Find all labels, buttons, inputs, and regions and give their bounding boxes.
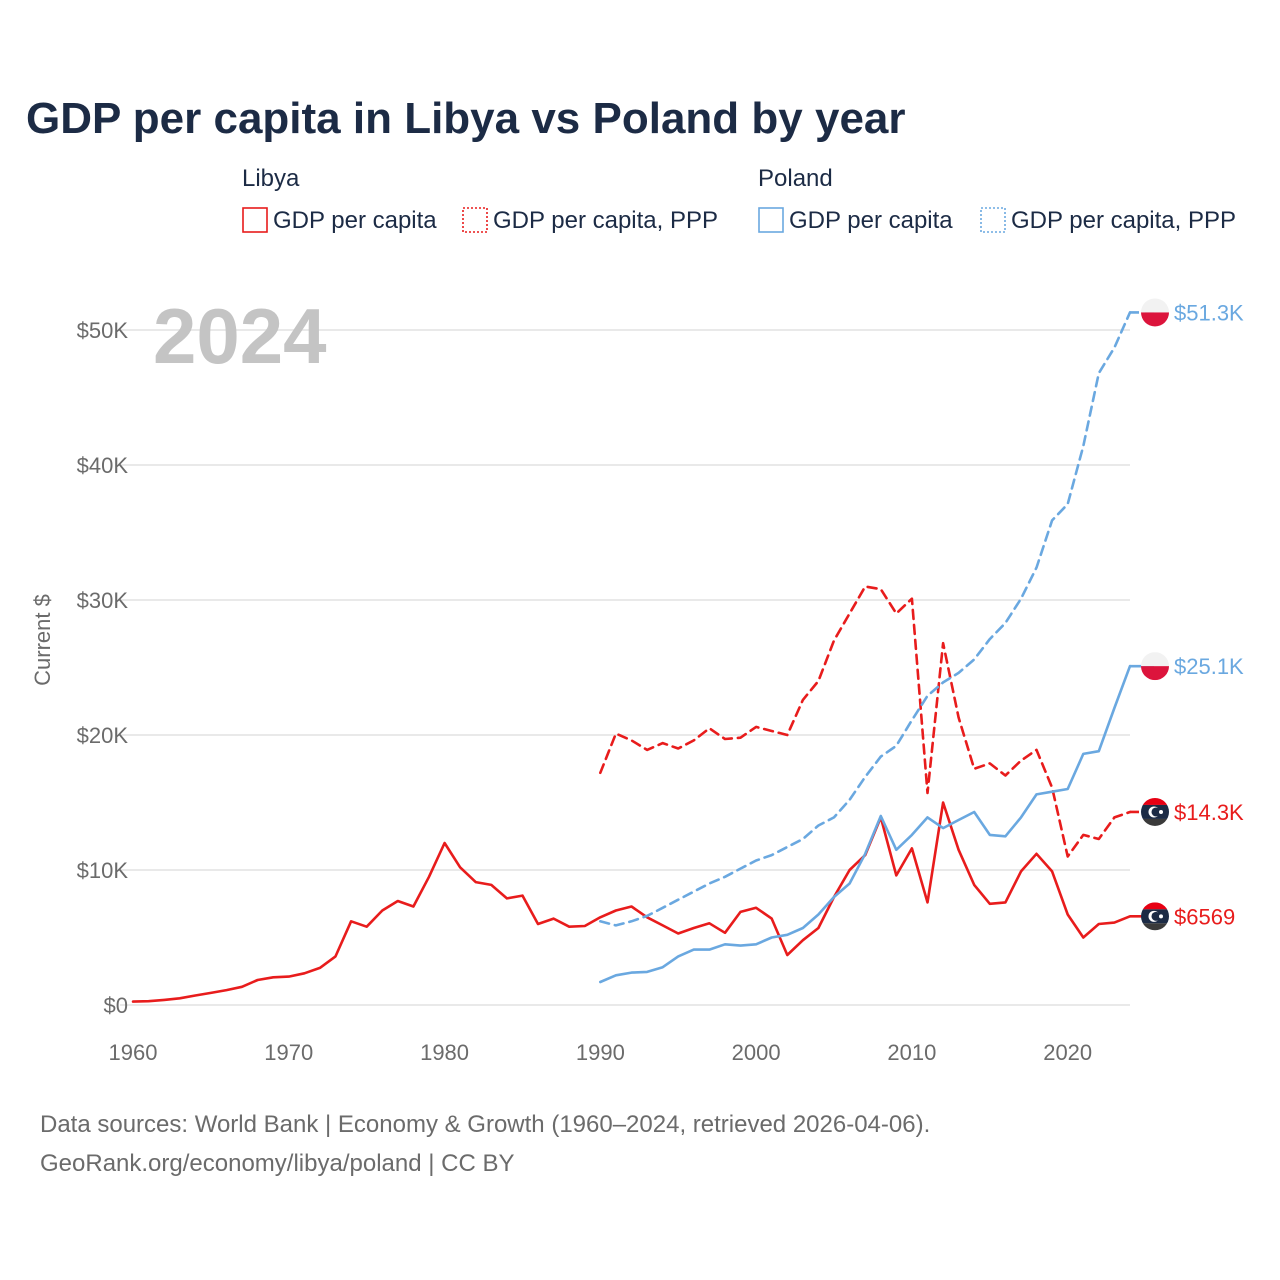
legend-swatch	[242, 207, 268, 233]
legend-item-label: GDP per capita, PPP	[1011, 207, 1236, 234]
poland-flag-icon	[1141, 652, 1169, 681]
x-tick-label: 1980	[420, 1040, 469, 1065]
libya-flag-icon	[1141, 797, 1169, 826]
legend-swatch	[462, 207, 488, 233]
footer-sources: Data sources: World Bank | Economy & Gro…	[40, 1111, 930, 1138]
series-end-label: $6569	[1174, 904, 1235, 929]
legend-swatch	[758, 207, 784, 233]
series-line	[598, 585, 1132, 858]
legend-item-label: GDP per capita	[273, 207, 437, 234]
legend-swatch	[980, 207, 1006, 233]
x-tick-label: 1990	[576, 1040, 625, 1065]
x-tick-label: 1970	[264, 1040, 313, 1065]
series-line	[598, 311, 1132, 927]
x-tick-label: 2020	[1043, 1040, 1092, 1065]
chart-title: GDP per capita in Libya vs Poland by yea…	[26, 94, 906, 143]
y-tick-label: $50K	[77, 318, 129, 343]
x-tick-label: 1960	[109, 1040, 158, 1065]
series-end-label: $25.1K	[1174, 654, 1244, 679]
series-lines	[131, 311, 1132, 1003]
end-labels: $6569 $14.3K $25.1K $51.3K	[1130, 298, 1244, 931]
legend-group-title: Poland	[758, 165, 833, 192]
x-tick-label: 2000	[732, 1040, 781, 1065]
series-end-label: $51.3K	[1174, 300, 1244, 325]
x-axis: 1960 1970 1980 1990 2000 2010 2020	[109, 1040, 1093, 1065]
footer-url: GeoRank.org/economy/libya/poland | CC BY	[40, 1150, 514, 1177]
libya-flag-icon	[1141, 902, 1169, 931]
year-badge: 2024	[153, 292, 327, 380]
y-tick-label: $40K	[77, 453, 129, 478]
x-tick-label: 2010	[887, 1040, 936, 1065]
y-tick-label: $30K	[77, 588, 129, 613]
y-axis-title: Current $	[30, 594, 55, 686]
legend: Libya GDP per capita GDP per capita, PPP Po…	[242, 165, 1236, 234]
y-tick-label: $20K	[77, 723, 129, 748]
legend-group-title: Libya	[242, 165, 300, 192]
y-axis: $0 $10K $20K $30K $40K $50K	[77, 318, 129, 1018]
series-line	[598, 664, 1132, 984]
y-tick-label: $10K	[77, 858, 129, 883]
series-end-label: $14.3K	[1174, 800, 1244, 825]
legend-item-label: GDP per capita	[789, 207, 953, 234]
y-tick-label: $0	[104, 993, 128, 1018]
legend-item-label: GDP per capita, PPP	[493, 207, 718, 234]
grid-lines	[120, 329, 1130, 1006]
series-line	[131, 801, 1132, 1003]
poland-flag-icon	[1141, 298, 1169, 327]
